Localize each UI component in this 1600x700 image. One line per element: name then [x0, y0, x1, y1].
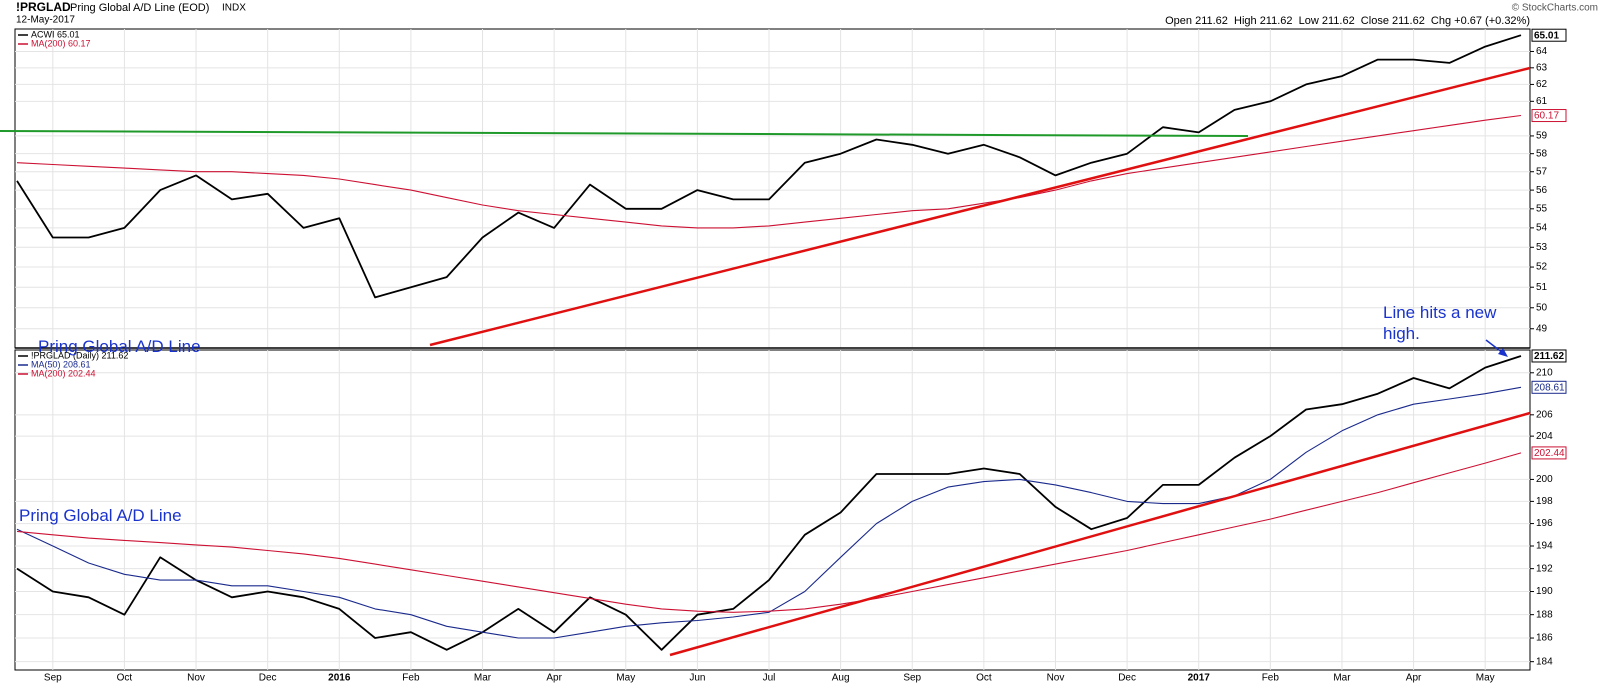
legend-label: MA(200) 202.44 [31, 368, 96, 378]
legend-label: MA(200) 60.17 [31, 38, 91, 48]
y-tick-label: 59 [1536, 131, 1548, 142]
y-tick-label: 58 [1536, 148, 1548, 159]
series-line [16, 114, 1522, 229]
last-value-box [1531, 349, 1567, 363]
x-tick-label: Aug [832, 673, 850, 684]
x-tick-label: Mar [1333, 673, 1351, 684]
y-tick-label: 188 [1536, 609, 1553, 620]
x-tick-label: Apr [546, 673, 562, 684]
legend-label: MA(50) 208.61 [31, 359, 91, 369]
y-tick-label: 210 [1536, 367, 1553, 378]
series-line [16, 452, 1522, 613]
y-tick-label: 55 [1536, 203, 1548, 214]
x-tick-label: Oct [117, 673, 133, 684]
y-tick-label: 56 [1536, 185, 1548, 196]
x-tick-label: 2016 [328, 673, 351, 684]
plot-area: Sep Oct Nov Dec 2016 Feb Mar Apr May Jun Jul Aug Sep… [15, 28, 1567, 684]
y-tick-label: 200 [1536, 474, 1553, 485]
legend-label: !PRGLAD (Daily) 211.62 [31, 350, 128, 360]
x-tick-label: Jun [689, 673, 705, 684]
y-tick-label: 50 [1536, 302, 1548, 313]
last-value-label: 202.44 [1534, 448, 1565, 459]
x-tick-label: Apr [1406, 673, 1422, 684]
trend-line [429, 66, 1531, 347]
exchange: INDX [222, 3, 246, 14]
x-tick-label: Nov [187, 673, 205, 684]
series-line [16, 386, 1522, 639]
x-tick-label: Dec [259, 673, 277, 684]
x-tick-label: Feb [1262, 673, 1280, 684]
quote: Open 211.62 High 211.62 Low 211.62 Close… [1165, 15, 1530, 27]
series-line [16, 34, 1522, 299]
trend-line [669, 411, 1531, 657]
y-tick-label: 198 [1536, 496, 1553, 507]
annotation: Pring Global A/D Line [38, 337, 201, 356]
callout-arrow [1485, 339, 1504, 354]
legend-label: ACWI 65.01 [31, 29, 80, 39]
y-tick-label: 51 [1536, 282, 1548, 293]
x-tick-label: 2017 [1188, 673, 1211, 684]
x-tick-label: Sep [903, 673, 921, 684]
last-value-box [1531, 446, 1567, 460]
y-tick-label: 184 [1536, 656, 1553, 667]
watermark: © StockCharts.com [1512, 3, 1598, 14]
callout: Line hits a new high. [1383, 303, 1497, 343]
y-tick-label: 53 [1536, 242, 1548, 253]
chart-title: Pring Global A/D Line (EOD) [70, 2, 209, 14]
x-tick-label: May [616, 673, 635, 684]
callout-arrowhead [1498, 348, 1508, 357]
y-tick-label: 206 [1536, 409, 1553, 420]
last-value-label: 211.62 [1534, 351, 1564, 362]
x-tick-label: Jul [763, 673, 776, 684]
resistance-line [0, 130, 1249, 137]
date: 12-May-2017 [16, 15, 75, 26]
x-tick-label: Sep [44, 673, 62, 684]
x-tick-label: Feb [402, 673, 420, 684]
x-tick-label: Dec [1118, 673, 1136, 684]
last-value-label: 208.61 [1534, 382, 1565, 393]
x-tick-label: Nov [1047, 673, 1065, 684]
y-tick-label: 190 [1536, 586, 1553, 597]
last-value-label: 65.01 [1534, 30, 1559, 41]
y-tick-label: 57 [1536, 166, 1548, 177]
last-value-label: 60.17 [1534, 111, 1559, 122]
y-tick-label: 186 [1536, 633, 1553, 644]
bottom-panel-frame [14, 349, 1531, 671]
y-tick-label: 54 [1536, 223, 1548, 234]
x-tick-label: May [1476, 673, 1495, 684]
series-line [16, 355, 1522, 651]
last-value-box [1531, 28, 1567, 42]
x-tick-label: Oct [976, 673, 992, 684]
last-value-box [1531, 109, 1567, 123]
y-tick-label: 62 [1536, 79, 1548, 90]
y-tick-label: 194 [1536, 541, 1553, 552]
y-tick-label: 204 [1536, 431, 1553, 442]
y-tick-label: 63 [1536, 62, 1548, 73]
y-tick-label: 192 [1536, 563, 1553, 574]
y-tick-label: 61 [1536, 96, 1548, 107]
y-tick-label: 49 [1536, 323, 1548, 334]
y-tick-label: 52 [1536, 262, 1548, 273]
y-tick-label: 64 [1536, 46, 1548, 57]
symbol: !PRGLAD [16, 0, 71, 14]
top-panel-frame [14, 28, 1531, 349]
last-value-box [1531, 380, 1567, 394]
annotation: Pring Global A/D Line [19, 506, 182, 525]
y-tick-label: 196 [1536, 518, 1553, 529]
x-tick-label: Mar [474, 673, 492, 684]
